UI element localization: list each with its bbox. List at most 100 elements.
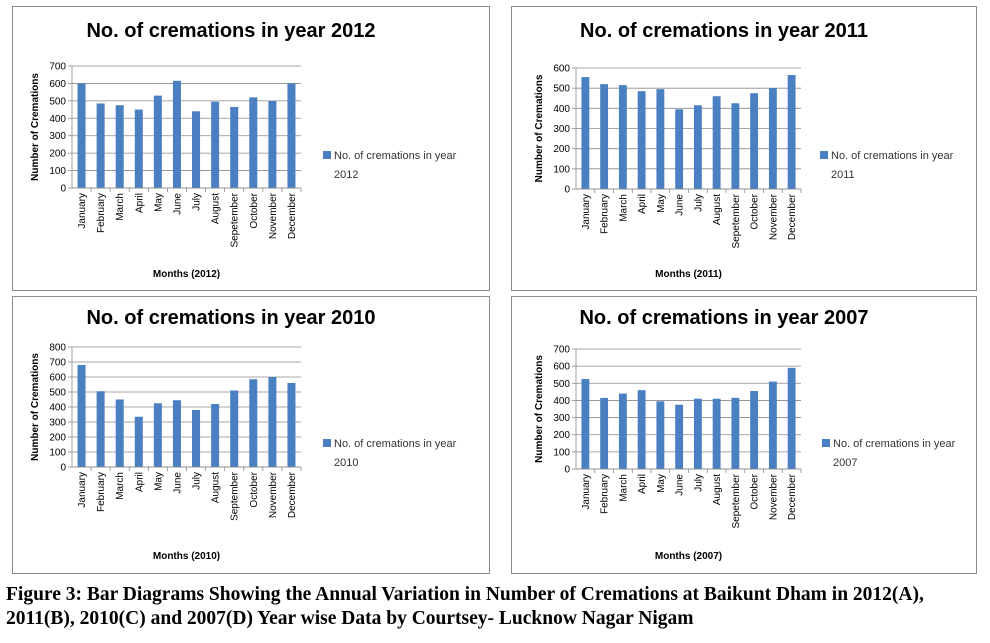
bar-july bbox=[693, 105, 702, 189]
bar-sepetember bbox=[731, 103, 740, 189]
y-tick-label: 400 bbox=[49, 114, 66, 125]
x-tick-label: June bbox=[675, 474, 686, 496]
legend-label: No. of cremations in year bbox=[833, 438, 956, 450]
x-tick-label: December bbox=[287, 192, 298, 239]
x-tick-label: May bbox=[153, 472, 164, 491]
bar-january bbox=[581, 379, 590, 469]
chart-panel-2011: No. of cremations in year 2011 0 100 200 300… bbox=[511, 6, 977, 291]
bar-march bbox=[618, 393, 627, 469]
x-tick-label: November bbox=[268, 192, 279, 239]
x-tick-label: July bbox=[693, 194, 704, 212]
x-tick-label: Sepetember bbox=[731, 473, 742, 528]
x-tick-label: March bbox=[618, 194, 629, 222]
bar-february bbox=[600, 397, 609, 469]
x-tick-label: August bbox=[712, 194, 723, 225]
y-tick-label: 600 bbox=[553, 362, 570, 373]
y-axis-label: Number of Cremations bbox=[534, 355, 545, 463]
chart-title: No. of cremations in year 2012 bbox=[86, 20, 375, 42]
bar-sepetember bbox=[731, 397, 740, 469]
bar-december bbox=[787, 75, 796, 189]
x-tick-label: March bbox=[618, 474, 629, 502]
y-tick-label: 700 bbox=[49, 358, 66, 369]
bar-august bbox=[211, 101, 220, 188]
x-axis-label: Months (2011) bbox=[655, 269, 722, 280]
chart-svg: No. of cremations in year 2012 0 100 200 300… bbox=[30, 20, 457, 280]
legend-label: No. of cremations in year bbox=[334, 150, 457, 162]
bar-april bbox=[134, 416, 143, 467]
x-tick-label: October bbox=[249, 192, 260, 228]
bar-december bbox=[287, 83, 296, 188]
chart-svg: No. of cremations in year 2010 0 100 200 300… bbox=[30, 307, 457, 562]
x-tick-label: January bbox=[77, 472, 88, 508]
x-tick-label: March bbox=[115, 193, 126, 221]
x-tick-label: December bbox=[787, 473, 798, 520]
bar-february bbox=[96, 103, 105, 188]
y-tick-label: 500 bbox=[553, 84, 570, 95]
bar-october bbox=[249, 379, 258, 467]
chart-title: No. of cremations in year 2011 bbox=[580, 20, 868, 42]
bar-august bbox=[211, 404, 220, 467]
y-tick-label: 0 bbox=[60, 184, 66, 195]
bar-july bbox=[192, 410, 201, 467]
bar-august bbox=[712, 398, 721, 469]
bar-september bbox=[230, 390, 239, 467]
bar-november bbox=[768, 381, 777, 469]
bar-november bbox=[268, 377, 277, 467]
y-tick-label: 200 bbox=[553, 430, 570, 441]
bar-june bbox=[675, 109, 684, 189]
legend-label: No. of cremations in year bbox=[334, 438, 457, 450]
x-tick-label: May bbox=[656, 474, 667, 493]
y-tick-label: 200 bbox=[49, 149, 66, 160]
y-tick-label: 200 bbox=[49, 433, 66, 444]
x-tick-label: October bbox=[750, 473, 761, 509]
x-tick-label: April bbox=[637, 194, 648, 214]
legend-swatch bbox=[323, 439, 331, 447]
x-tick-label: June bbox=[675, 194, 686, 216]
x-axis-label: Months (2010) bbox=[153, 551, 220, 562]
legend-label: 2012 bbox=[334, 169, 358, 181]
chart-title: No. of cremations in year 2007 bbox=[579, 307, 868, 329]
x-tick-label: June bbox=[172, 472, 183, 494]
y-tick-label: 600 bbox=[49, 373, 66, 384]
bar-june bbox=[675, 404, 684, 469]
bar-december bbox=[287, 383, 296, 467]
x-tick-label: August bbox=[712, 474, 723, 505]
y-tick-label: 800 bbox=[49, 343, 66, 354]
x-tick-label: Sepetember bbox=[731, 193, 742, 248]
x-axis-label: Months (2012) bbox=[153, 269, 220, 280]
x-tick-label: August bbox=[211, 193, 222, 224]
x-tick-label: February bbox=[96, 472, 107, 512]
y-tick-label: 600 bbox=[49, 79, 66, 90]
y-tick-label: 300 bbox=[49, 131, 66, 142]
bar-april bbox=[134, 109, 143, 188]
y-tick-label: 100 bbox=[49, 448, 66, 459]
y-axis-label: Number of Cremations bbox=[30, 73, 41, 181]
bar-march bbox=[115, 105, 124, 188]
legend-label: 2010 bbox=[334, 457, 358, 469]
chart-panel-2010: No. of cremations in year 2010 0 100 200 300… bbox=[12, 296, 490, 574]
chart-svg: No. of cremations in year 2007 0 100 200 300… bbox=[534, 307, 956, 562]
legend-swatch bbox=[822, 439, 830, 447]
x-tick-label: January bbox=[581, 194, 592, 230]
bar-june bbox=[172, 80, 181, 188]
legend-label: No. of cremations in year bbox=[831, 150, 954, 162]
y-tick-label: 100 bbox=[553, 164, 570, 175]
x-tick-label: November bbox=[268, 471, 279, 518]
x-tick-label: October bbox=[249, 471, 260, 507]
x-tick-label: July bbox=[192, 472, 203, 490]
y-tick-label: 400 bbox=[553, 104, 570, 115]
y-tick-label: 700 bbox=[553, 345, 570, 356]
y-tick-label: 300 bbox=[553, 124, 570, 135]
bar-july bbox=[192, 111, 201, 188]
bar-january bbox=[581, 77, 590, 189]
y-tick-label: 500 bbox=[49, 388, 66, 399]
bar-november bbox=[768, 88, 777, 189]
x-axis-label: Months (2007) bbox=[655, 551, 722, 562]
y-tick-label: 500 bbox=[553, 379, 570, 390]
bar-may bbox=[153, 403, 162, 467]
bar-april bbox=[637, 390, 646, 469]
x-tick-label: September bbox=[230, 471, 241, 521]
x-tick-label: May bbox=[153, 193, 164, 212]
x-tick-label: March bbox=[115, 472, 126, 500]
bar-october bbox=[750, 391, 759, 469]
